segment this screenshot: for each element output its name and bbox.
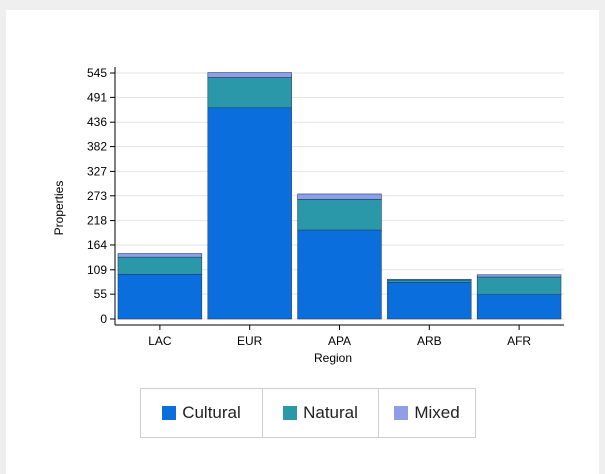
bar-mixed-apa[interactable]	[297, 193, 382, 200]
x-axis-label: Region	[314, 351, 352, 365]
legend-label: Mixed	[414, 403, 460, 422]
y-tick-label: 55	[94, 287, 108, 301]
legend-label: Cultural	[182, 403, 241, 422]
y-tick-label: 0	[100, 312, 107, 326]
bar-natural-apa[interactable]	[297, 199, 382, 231]
legend-item-mixed[interactable]: Mixed	[379, 389, 475, 437]
bar-natural-arb[interactable]	[387, 279, 472, 283]
bar-cultural-apa[interactable]	[297, 229, 382, 320]
y-tick-label: 273	[87, 189, 107, 203]
y-tick-label: 382	[87, 140, 107, 154]
y-tick-label: 164	[87, 238, 107, 252]
x-tick-label: ARB	[417, 334, 442, 348]
x-tick-label: EUR	[237, 334, 263, 348]
bar-natural-lac[interactable]	[117, 256, 203, 275]
y-tick-label: 218	[87, 214, 107, 228]
bar-mixed-arb[interactable]	[387, 278, 472, 281]
bar-mixed-lac[interactable]	[117, 253, 203, 258]
y-tick-label: 327	[87, 164, 107, 178]
y-tick-label: 545	[87, 66, 107, 80]
bar-cultural-eur[interactable]	[207, 107, 292, 320]
bar-mixed-afr[interactable]	[476, 274, 562, 278]
y-tick-label: 491	[87, 90, 107, 104]
bar-natural-afr[interactable]	[476, 276, 562, 295]
chart-card: 0 55 109 164 218 273 327 382 436 491 545 LAC EUR APA A…	[6, 10, 599, 474]
bar-mixed-eur[interactable]	[207, 72, 292, 78]
legend-swatch	[283, 406, 298, 420]
stacked-bar-chart: 0 55 109 164 218 273 327 382 436 491 545 LAC EUR APA A…	[52, 66, 564, 365]
bars	[117, 72, 562, 320]
bar-cultural-afr[interactable]	[476, 294, 562, 320]
legend-label: Natural	[303, 403, 358, 422]
y-tick-label: 436	[87, 115, 107, 129]
y-axis-label: Properties	[52, 181, 66, 236]
axes: 0 55 109 164 218 273 327 382 436 491 545 LAC EUR APA A…	[87, 66, 564, 348]
bar-cultural-arb[interactable]	[387, 282, 472, 320]
x-tick-label: LAC	[148, 334, 172, 348]
legend-swatch	[162, 406, 177, 420]
legend-item-cultural[interactable]: Cultural	[141, 389, 263, 437]
legend-item-natural[interactable]: Natural	[263, 389, 379, 437]
x-tick-label: APA	[328, 334, 351, 348]
legend-swatch	[394, 406, 409, 420]
bar-cultural-lac[interactable]	[117, 274, 203, 320]
y-tick-label: 109	[87, 263, 107, 277]
bar-natural-eur[interactable]	[207, 77, 292, 109]
x-tick-label: AFR	[507, 334, 531, 348]
legend: Cultural Natural Mixed	[140, 388, 476, 438]
